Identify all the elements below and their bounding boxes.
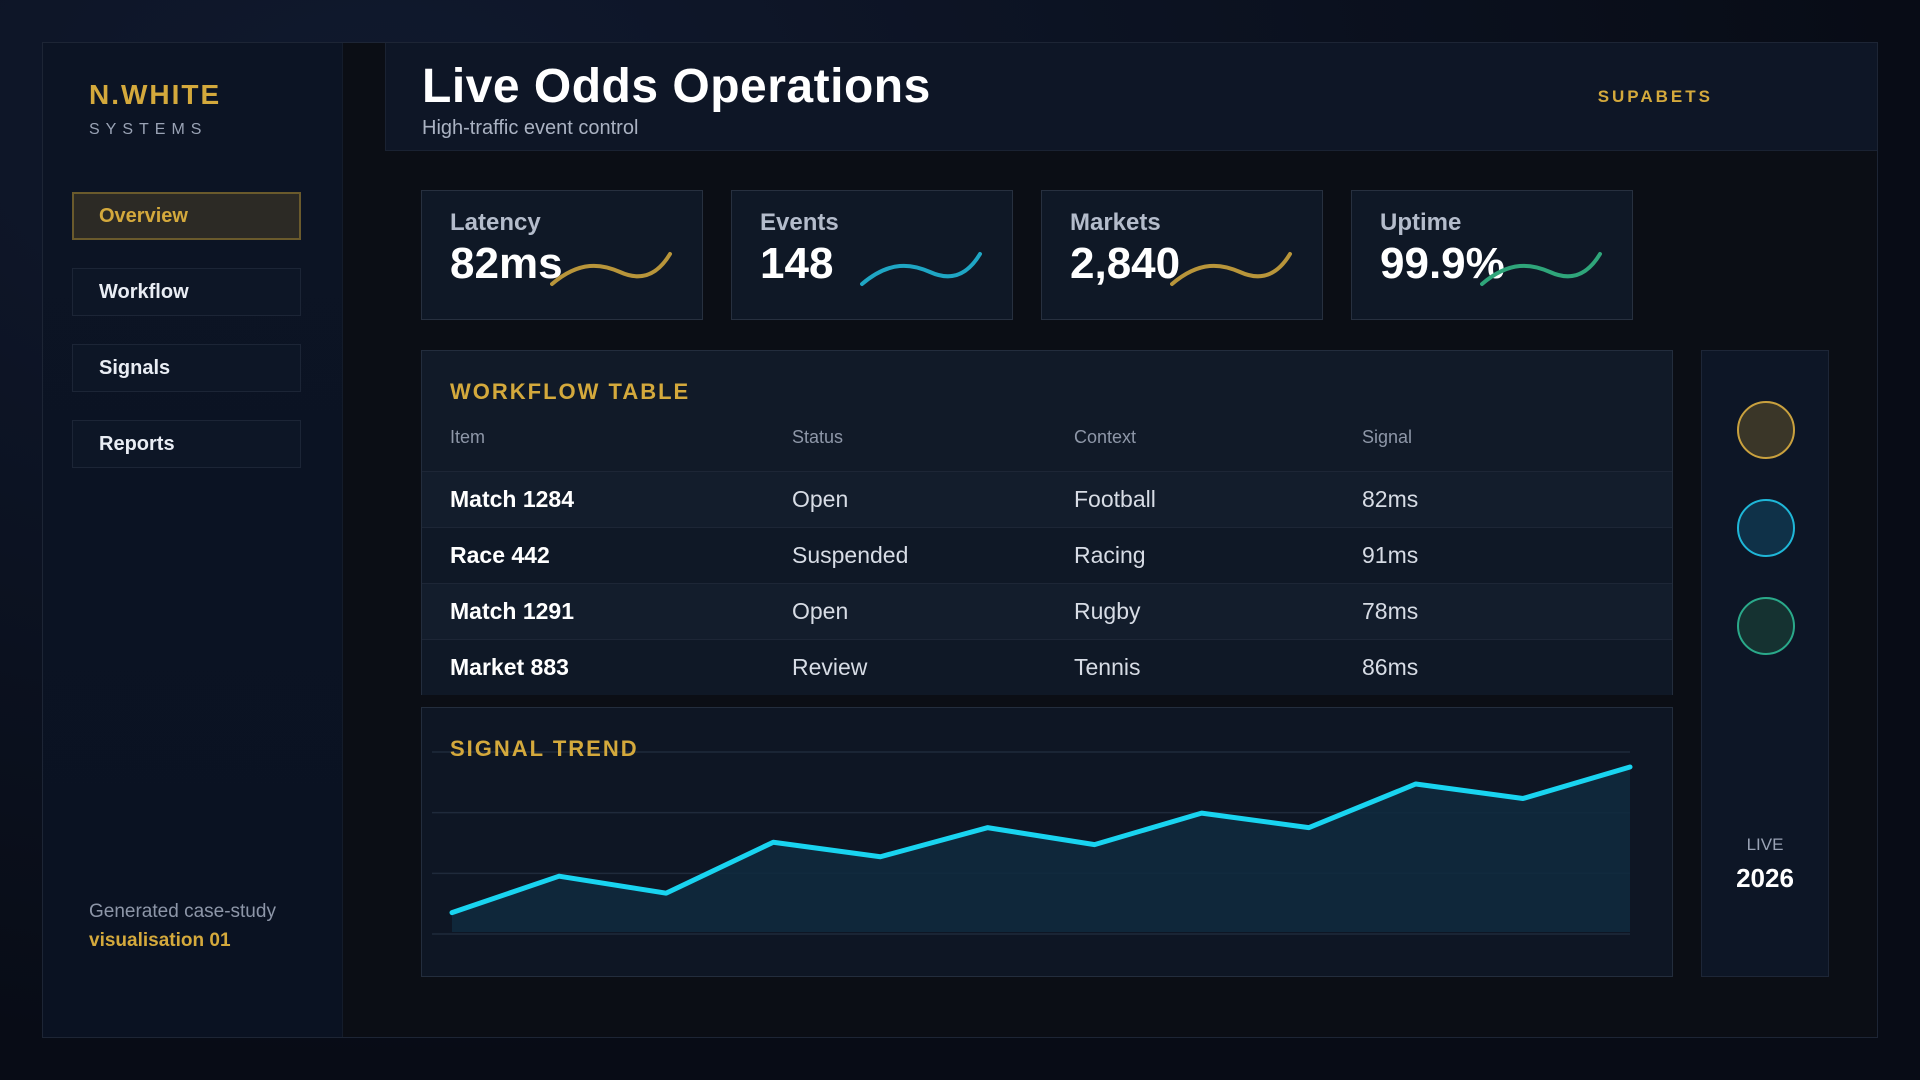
trend-area — [452, 766, 1630, 932]
table-row[interactable]: Race 442 Suspended Racing 91ms — [422, 527, 1672, 583]
status-indicator-gold[interactable] — [1737, 401, 1795, 459]
cell-context: Rugby — [1074, 598, 1141, 624]
trend-data-point — [878, 854, 883, 859]
table-row[interactable]: Market 883 Review Tennis 86ms — [422, 639, 1672, 695]
sidebar-item-overview[interactable]: Overview — [72, 192, 301, 240]
trend-data-point — [664, 891, 669, 896]
cell-item: Match 1291 — [450, 598, 575, 624]
kpi-card-latency: Latency 82ms — [421, 190, 703, 320]
signal-trend-panel: SIGNAL TREND — [421, 707, 1673, 977]
trend-data-point — [1628, 764, 1632, 769]
signal-trend-title: SIGNAL TREND — [450, 736, 639, 761]
cell-context: Football — [1074, 486, 1156, 512]
page-header: Live Odds Operations High-traffic event … — [385, 43, 1877, 151]
table-row[interactable]: Match 1284 Open Football 82ms — [422, 471, 1672, 527]
trend-data-point — [771, 840, 776, 845]
kpi-value: 2,840 — [1070, 239, 1181, 288]
column-header-signal: Signal — [1362, 427, 1413, 447]
trend-data-point — [1092, 842, 1097, 847]
sparkline-icon — [1480, 252, 1602, 286]
cell-item: Match 1284 — [450, 486, 575, 512]
page-title: Live Odds Operations — [422, 60, 931, 113]
cell-signal: 78ms — [1362, 598, 1419, 624]
kpi-card-markets: Markets 2,840 — [1041, 190, 1323, 320]
brand-name: N.WHITE — [89, 79, 222, 110]
live-label: LIVE — [1746, 835, 1784, 854]
page-subtitle: High-traffic event control — [422, 117, 639, 139]
sidebar-item-signals[interactable]: Signals — [72, 344, 301, 392]
kpi-label: Latency — [450, 209, 541, 236]
cell-context: Tennis — [1074, 654, 1141, 680]
sidebar-item-reports[interactable]: Reports — [72, 420, 301, 468]
trend-data-point — [1413, 781, 1418, 786]
kpi-value: 148 — [760, 239, 834, 288]
header-brand: SUPABETS — [1597, 87, 1713, 106]
cell-status: Suspended — [792, 542, 909, 568]
sparkline-icon — [550, 252, 672, 286]
column-header-status: Status — [792, 427, 844, 447]
trend-data-point — [1306, 825, 1311, 830]
year-label: 2026 — [1736, 863, 1794, 893]
column-header-context: Context — [1074, 427, 1137, 447]
cell-signal: 86ms — [1362, 654, 1419, 680]
trend-data-point — [450, 910, 454, 915]
cell-status: Review — [792, 654, 868, 680]
cell-signal: 91ms — [1362, 542, 1419, 568]
cell-status: Open — [792, 598, 849, 624]
kpi-card-events: Events 148 — [731, 190, 1013, 320]
status-indicator-green[interactable] — [1737, 597, 1795, 655]
sparkline-icon — [1170, 252, 1292, 286]
trend-data-point — [985, 825, 990, 830]
cell-context: Racing — [1074, 542, 1146, 568]
signal-trend-chart — [432, 751, 1633, 935]
kpi-card-uptime: Uptime 99.9% — [1351, 190, 1633, 320]
brand-subtitle: SYSTEMS — [89, 121, 208, 138]
sparkline-icon — [860, 252, 982, 286]
cell-item: Race 442 — [450, 542, 550, 568]
cell-item: Market 883 — [450, 654, 569, 680]
cell-signal: 82ms — [1362, 486, 1419, 512]
kpi-label: Markets — [1070, 209, 1161, 236]
trend-data-point — [557, 874, 562, 879]
status-indicator-cyan[interactable] — [1737, 499, 1795, 557]
kpi-label: Uptime — [1380, 209, 1462, 236]
workflow-table-title: WORKFLOW TABLE — [450, 379, 691, 404]
app-frame: N.WHITE SYSTEMS Overview Workflow Signal… — [42, 42, 1878, 1038]
trend-data-point — [1520, 796, 1525, 801]
trend-data-point — [1199, 811, 1204, 816]
table-row[interactable]: Match 1291 Open Rugby 78ms — [422, 583, 1672, 639]
trend-series-line — [449, 764, 1633, 916]
footer-caption-highlight: visualisation 01 — [89, 930, 231, 951]
column-header-item: Item — [450, 427, 486, 447]
kpi-value: 82ms — [450, 239, 563, 288]
sidebar-item-workflow[interactable]: Workflow — [72, 268, 301, 316]
workflow-table: WORKFLOW TABLE Item Status Context Signa… — [421, 350, 1673, 695]
kpi-label: Events — [760, 209, 839, 236]
status-rail: LIVE 2026 — [1701, 350, 1829, 977]
cell-status: Open — [792, 486, 849, 512]
footer-caption: Generated case-study — [89, 901, 276, 922]
sidebar: N.WHITE SYSTEMS Overview Workflow Signal… — [43, 43, 343, 1037]
